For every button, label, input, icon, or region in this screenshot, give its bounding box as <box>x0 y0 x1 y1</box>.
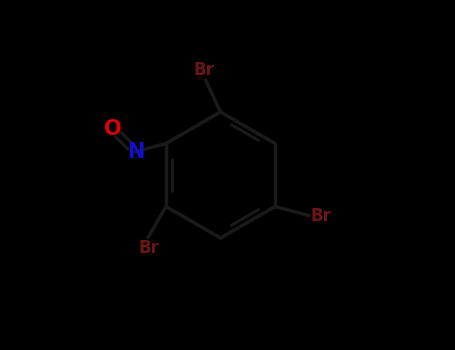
Text: Br: Br <box>138 239 159 257</box>
Text: Br: Br <box>193 61 214 78</box>
Text: O: O <box>105 119 122 139</box>
Text: Br: Br <box>311 206 332 225</box>
Text: N: N <box>127 142 144 162</box>
